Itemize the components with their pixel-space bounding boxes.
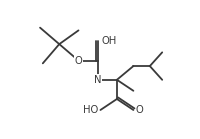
Text: OH: OH	[101, 36, 116, 46]
Text: N: N	[94, 75, 101, 85]
Text: HO: HO	[83, 105, 98, 115]
Text: O: O	[75, 56, 82, 66]
Text: O: O	[136, 105, 144, 115]
